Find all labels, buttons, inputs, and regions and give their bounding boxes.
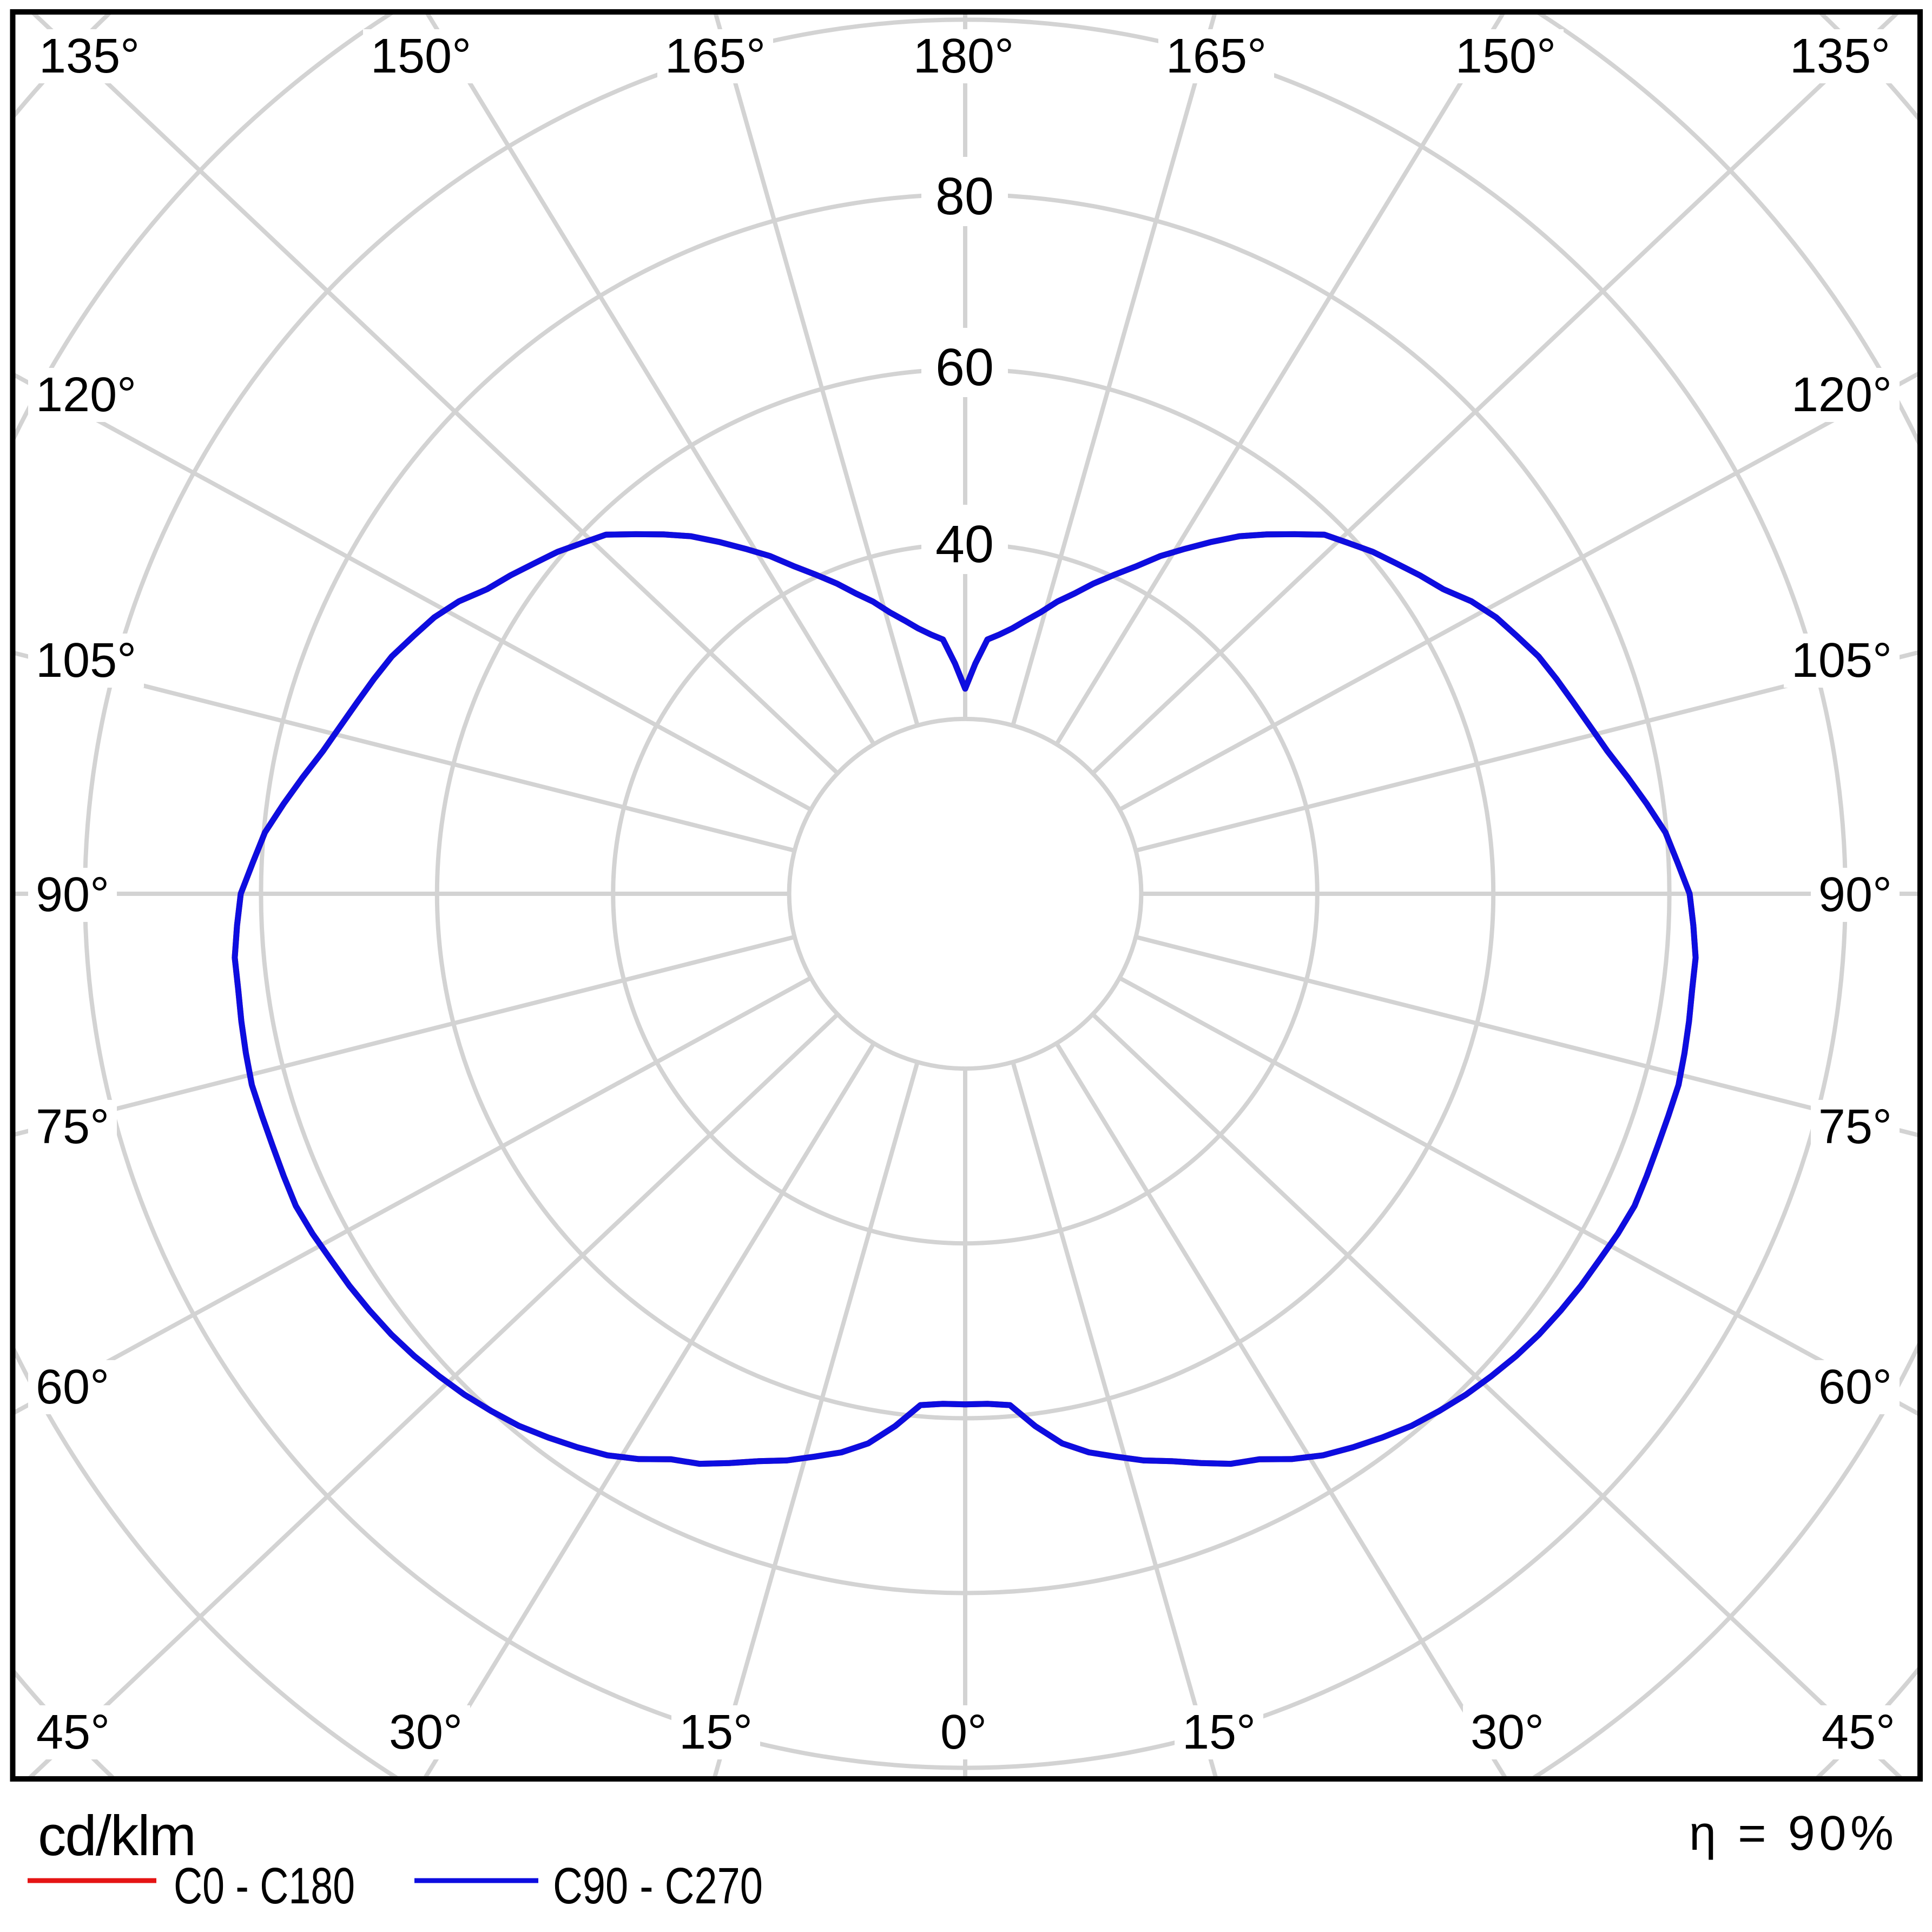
svg-text:105°: 105° [36,634,136,688]
svg-text:120°: 120° [36,368,136,422]
svg-text:90°: 90° [1818,868,1892,922]
svg-text:120°: 120° [1791,368,1892,422]
svg-text:60°: 60° [1818,1360,1892,1414]
svg-text:C0 - C180: C0 - C180 [174,1857,355,1915]
svg-text:165°: 165° [1166,29,1267,83]
svg-text:60°: 60° [36,1360,109,1414]
svg-text:60: 60 [935,338,994,397]
svg-text:150°: 150° [371,29,471,83]
svg-text:75°: 75° [36,1100,109,1154]
svg-text:C90 - C270: C90 - C270 [553,1857,763,1915]
svg-text:45°: 45° [1822,1705,1895,1759]
svg-text:135°: 135° [39,29,140,83]
svg-text:150°: 150° [1455,29,1556,83]
svg-text:80: 80 [935,167,994,226]
svg-text:90°: 90° [36,868,109,922]
svg-text:45°: 45° [36,1705,110,1759]
svg-text:40: 40 [935,515,994,573]
svg-text:30°: 30° [389,1705,463,1759]
svg-text:105°: 105° [1791,634,1892,688]
svg-text:135°: 135° [1790,29,1890,83]
svg-text:180°: 180° [913,29,1014,83]
svg-text:30°: 30° [1471,1705,1544,1759]
svg-text:15°: 15° [679,1705,753,1759]
svg-text:75°: 75° [1818,1100,1892,1154]
svg-text:15°: 15° [1182,1705,1256,1759]
svg-text:η = 90%: η = 90% [1689,1806,1894,1861]
svg-text:0°: 0° [940,1705,987,1759]
svg-text:165°: 165° [665,29,766,83]
svg-text:cd/klm: cd/klm [38,1804,196,1868]
